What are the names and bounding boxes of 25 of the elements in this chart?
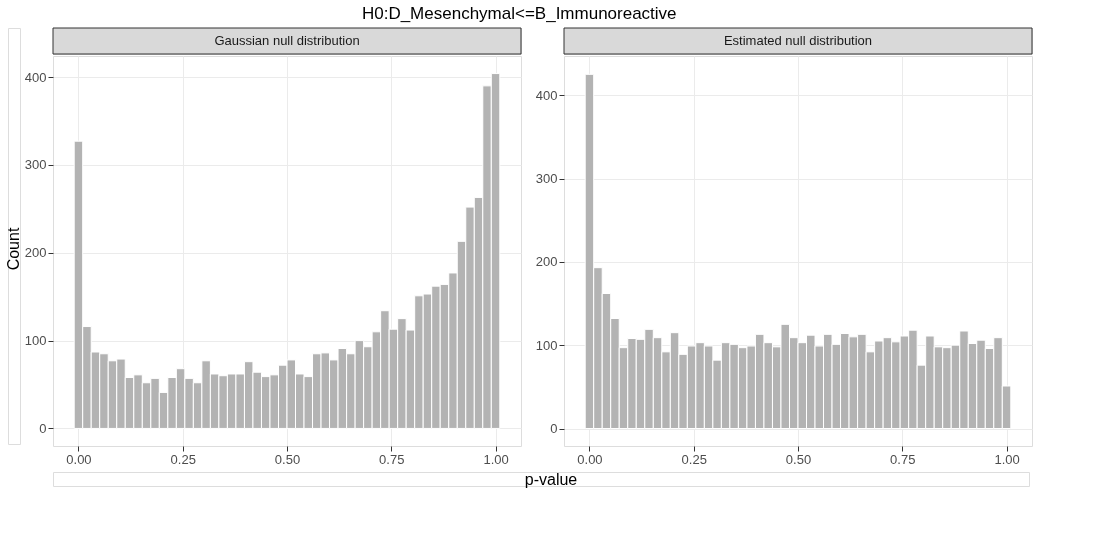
x-tick-label: 0.75 bbox=[379, 451, 405, 467]
x-tick-label: 0.50 bbox=[274, 451, 301, 467]
x-axis-title: p-value bbox=[524, 471, 578, 488]
y-tick-label: 200 bbox=[24, 245, 47, 261]
chart-title: H0:D_Mesenchymal<=B_Immunoreactive bbox=[361, 4, 677, 23]
y-tick-label: 100 bbox=[24, 333, 47, 349]
x-tick-label: 0.25 bbox=[170, 451, 196, 467]
y-tick-label: 300 bbox=[24, 157, 47, 173]
chart-subtitle: Estimated null distribution bbox=[723, 33, 873, 48]
x-tick-label: 0.00 bbox=[577, 451, 603, 467]
y-tick-label: 400 bbox=[24, 69, 47, 85]
y-tick-label: 100 bbox=[535, 337, 558, 353]
chart-subtitle: Gaussian null distribution bbox=[214, 33, 360, 48]
x-tick-label: 0.75 bbox=[890, 451, 916, 467]
y-axis-title: Count bbox=[5, 227, 22, 271]
x-tick-label: 1.00 bbox=[483, 451, 509, 467]
y-tick-label: 0 bbox=[39, 420, 47, 436]
y-tick-label: 300 bbox=[535, 171, 558, 186]
y-tick-label: 200 bbox=[535, 254, 558, 270]
x-tick-label: 0.00 bbox=[66, 451, 92, 467]
y-tick-label: 400 bbox=[535, 87, 558, 103]
x-tick-label: 1.00 bbox=[994, 451, 1020, 467]
y-tick-label: 0 bbox=[550, 421, 558, 436]
x-tick-label: 0.25 bbox=[681, 451, 707, 467]
x-tick-label: 0.50 bbox=[785, 451, 812, 467]
